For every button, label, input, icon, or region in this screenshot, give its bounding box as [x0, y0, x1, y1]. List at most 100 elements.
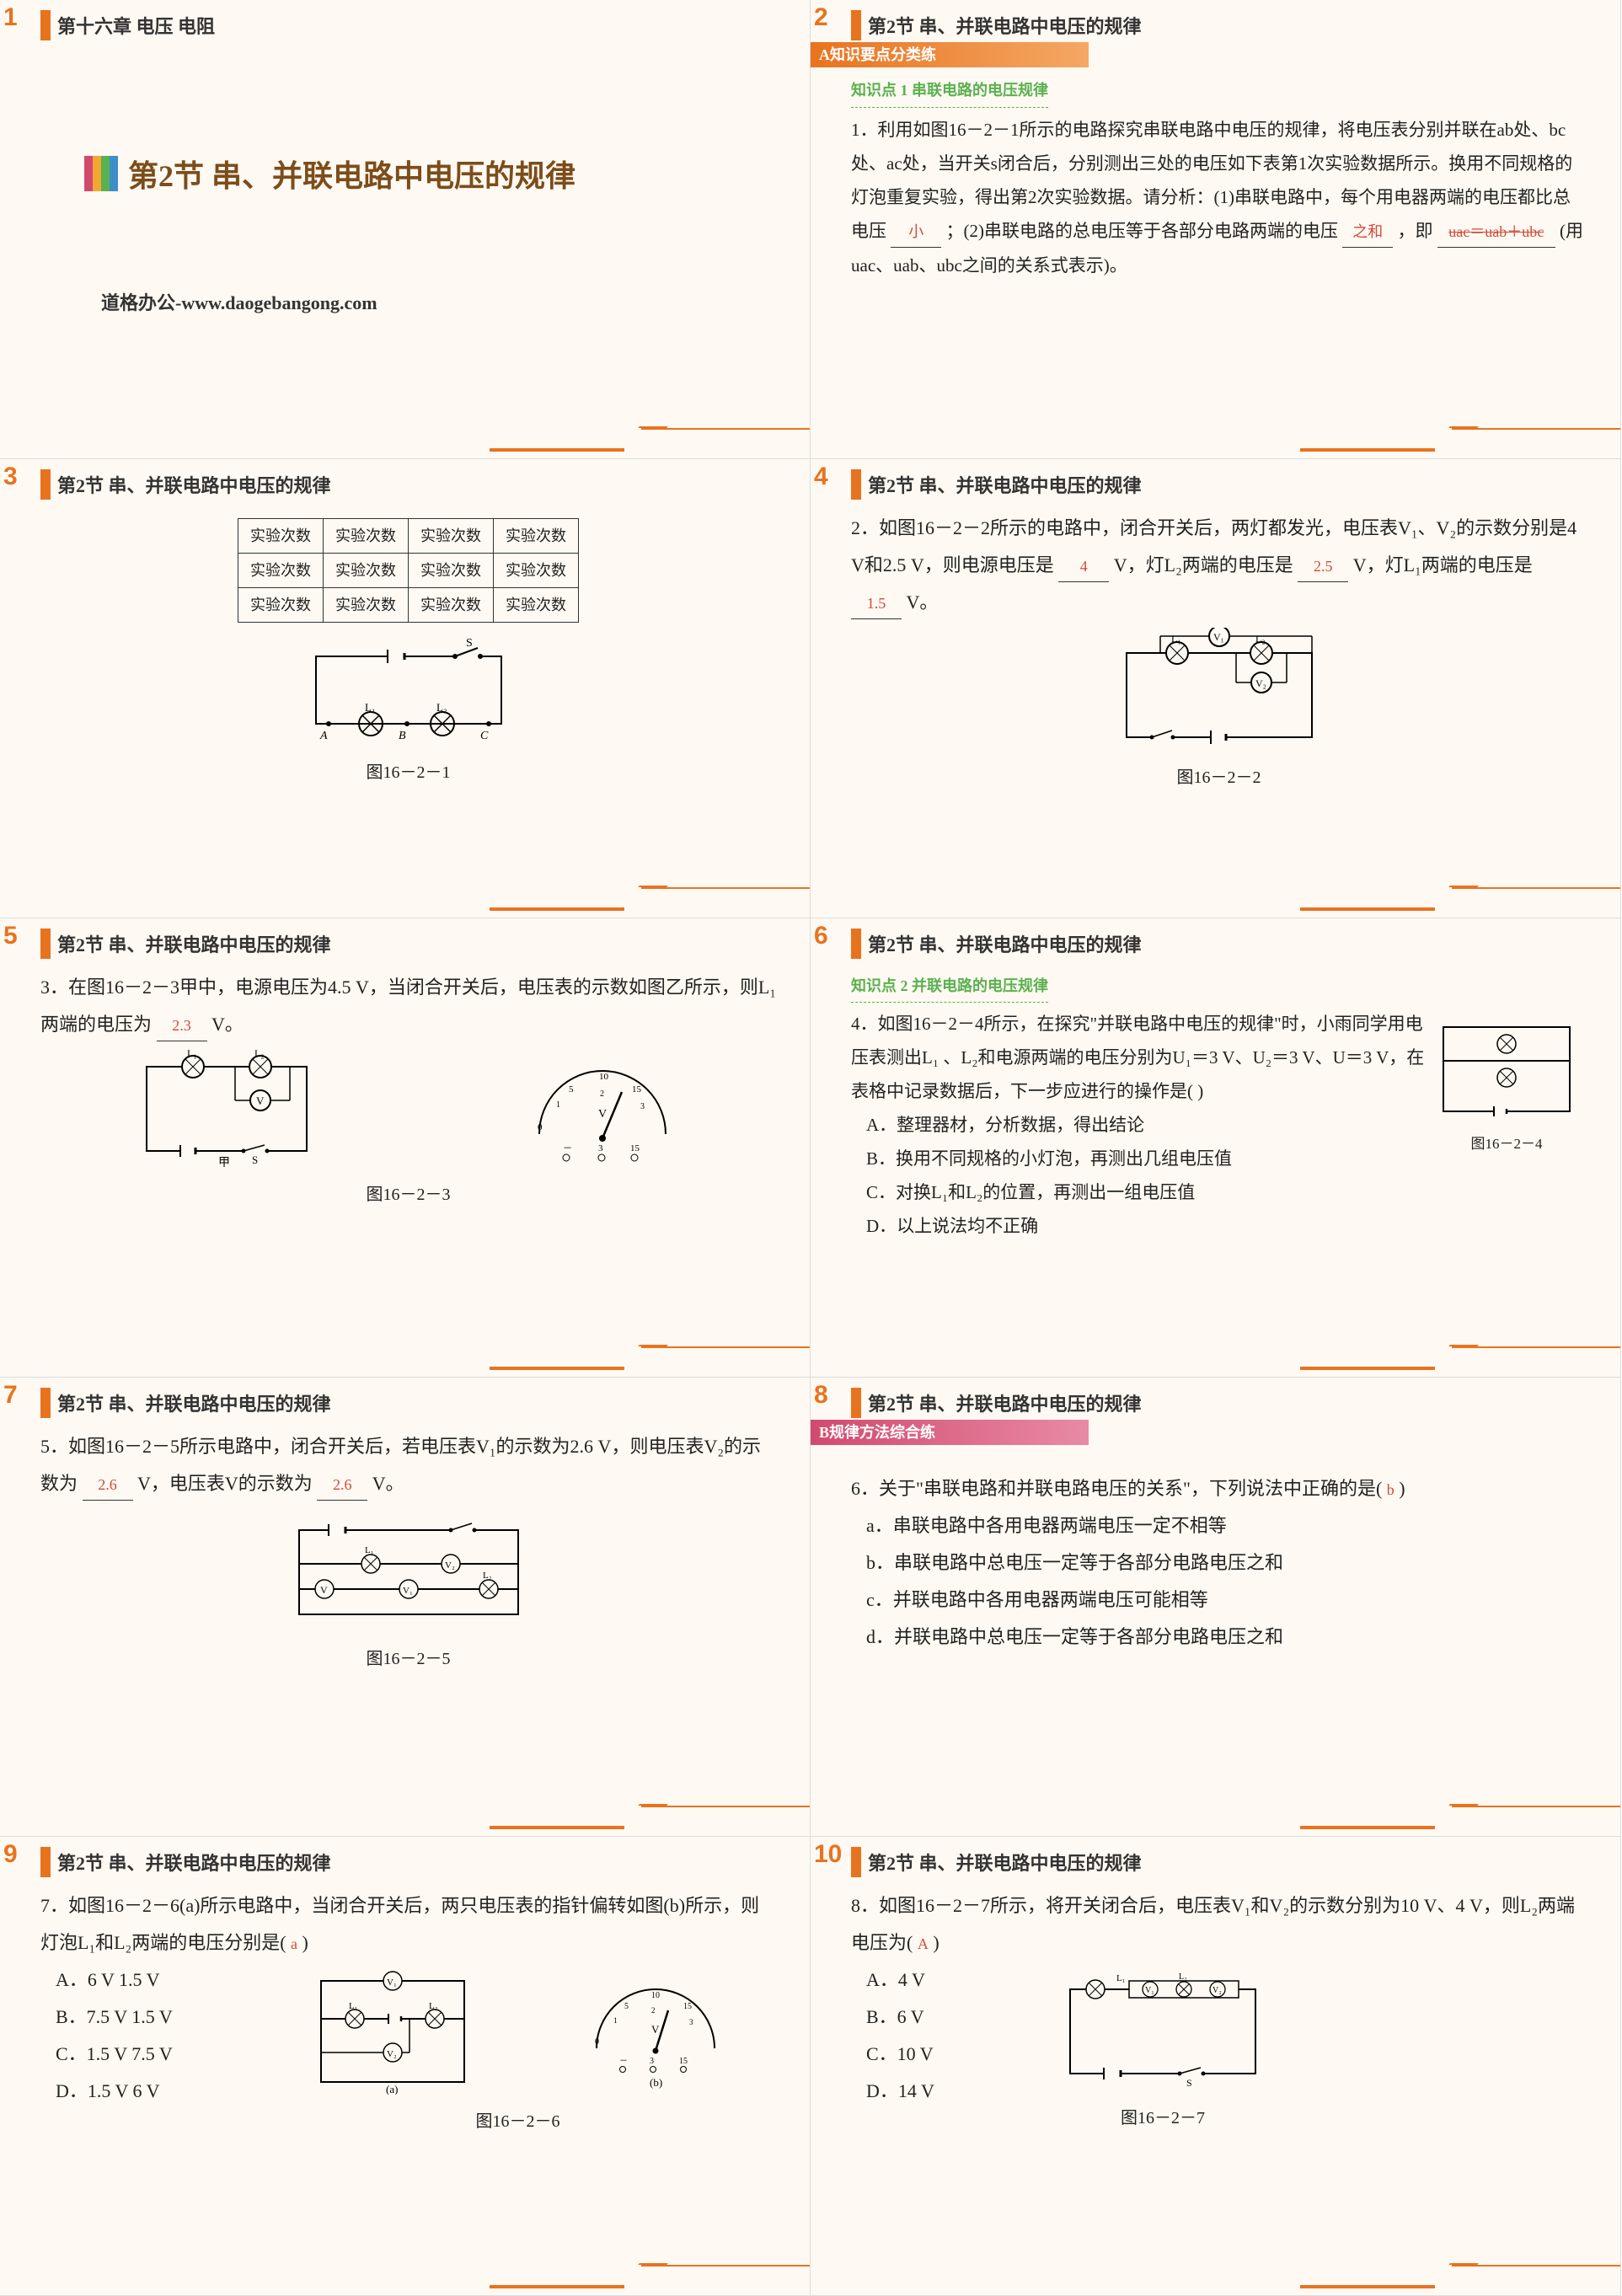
- opt-b: B．换用不同规格的小灯泡，再测出几组电压值: [866, 1143, 1427, 1176]
- knowledge-point-1: 知识点 1 串联电路的电压规律: [851, 76, 1048, 108]
- cell: 实验次数: [324, 588, 409, 623]
- body: 2．如图16－2－2所示的电路中，闭合开关后，两灯都发光，电压表V₁、V₂的示数…: [851, 510, 1587, 795]
- svg-text:L₁: L₁: [365, 1545, 374, 1555]
- header-bar: 第2节 串、并联电路中电压的规律: [40, 927, 810, 961]
- circuit-diagram-3a: L₁ L₂ V S 甲: [134, 1050, 319, 1168]
- decor-line: [490, 448, 624, 452]
- decor-corner: [641, 2265, 810, 2295]
- decor-line: [490, 1826, 624, 1829]
- section-title: 第2节 串、并联电路中电压的规律: [868, 12, 1142, 39]
- body: 8．如图16－2－7所示，将开关闭合后，电压表V₁和V₂的示数分别为10 V、4…: [851, 1887, 1587, 2135]
- svg-text:V₁: V₁: [1145, 1986, 1154, 1995]
- decor-line: [490, 1367, 624, 1370]
- decor-line: [1300, 907, 1435, 911]
- figure-label: 图16－2－3: [40, 1178, 776, 1212]
- svg-text:V: V: [320, 1584, 328, 1596]
- figure-label: 图16－2－7: [1053, 2101, 1272, 2135]
- svg-text:10: 10: [651, 1991, 660, 2000]
- answer-9: a: [291, 1935, 297, 1952]
- decor-corner: [641, 1806, 810, 1836]
- svg-text:L₂: L₂: [483, 1571, 492, 1581]
- header-accent: [40, 1847, 51, 1877]
- svg-text:V₂: V₂: [387, 2049, 397, 2059]
- q10-text-1: 8．如图16－2－7所示，将开关闭合后，电压表V₁和V₂的示数分别为10 V、4…: [851, 1895, 1575, 1953]
- svg-text:V₁: V₁: [403, 1586, 413, 1596]
- section-title: 第2节 串、并联电路中电压的规律: [868, 1389, 1142, 1416]
- svg-text:L₂: L₂: [1255, 633, 1266, 645]
- slide-number: 7: [3, 1381, 18, 1410]
- circuit-diagram-6a: V₁ L₁ L₂ V₂ (a): [308, 1968, 477, 2095]
- banner-a: A知识要点分类练: [811, 42, 1089, 67]
- header-bar: 第2节 串、并联电路中电压的规律: [851, 8, 1620, 42]
- opt-d: D．1.5 V 6 V: [56, 2073, 260, 2110]
- decor-line: [1300, 448, 1435, 452]
- cell: 实验次数: [324, 554, 409, 588]
- slide-1: 1 第十六章 电压 电阻 第2节 串、并联电路中电压的规律 道格办公-www.d…: [0, 0, 811, 459]
- decor-corner: [1452, 2265, 1620, 2295]
- header-accent: [851, 929, 861, 959]
- q9-text-1: 7．如图16－2－6(a)所示电路中，当闭合开关后，两只电压表的指针偏转如图(b…: [40, 1895, 759, 1953]
- opt-a: A．整理器材，分析数据，得出结论: [866, 1109, 1427, 1143]
- color-accent-blocks: [84, 156, 118, 191]
- q7-text-2: V，电压表V的示数为: [137, 1473, 313, 1494]
- header-bar: 第2节 串、并联电路中电压的规律: [851, 1386, 1620, 1420]
- slide-2: 2 第2节 串、并联电路中电压的规律 A知识要点分类练 知识点 1 串联电路的电…: [811, 0, 1621, 459]
- svg-text:L₁: L₁: [187, 1050, 197, 1059]
- answer-10: A: [918, 1935, 929, 1952]
- svg-text:S: S: [252, 1153, 258, 1166]
- figure-label: 图16－2－4: [1427, 1131, 1587, 1158]
- answer-7-1: 2.6: [83, 1469, 133, 1501]
- svg-text:－: －: [619, 2057, 628, 2066]
- header-accent: [851, 469, 861, 500]
- figure-label: 图16－2－5: [40, 1642, 776, 1676]
- circuit-diagram-7: V₁ L₂ V₂ L₁ S: [1053, 1968, 1272, 2095]
- answer-4-2: 2.5: [1298, 551, 1348, 582]
- answer-4-1: 4: [1058, 551, 1109, 582]
- opt-c: C．1.5 V 7.5 V: [56, 2036, 260, 2073]
- cell: 实验次数: [409, 554, 494, 588]
- circuit-diagram-1: S L₁ L₂ A B C: [291, 631, 527, 749]
- chapter-title: 第十六章 电压 电阻: [57, 12, 215, 39]
- svg-text:L₂: L₂: [1179, 1972, 1187, 1982]
- slide-4: 4 第2节 串、并联电路中电压的规律 2．如图16－2－2所示的电路中，闭合开关…: [811, 459, 1621, 918]
- header-accent: [40, 469, 51, 500]
- body: 知识点 1 串联电路的电压规律 1．利用如图16－2－1所示的电路探究串联电路中…: [851, 72, 1587, 282]
- svg-text:L₂: L₂: [436, 701, 447, 714]
- decor-corner: [641, 887, 810, 918]
- svg-text:3: 3: [689, 2018, 693, 2026]
- slide-6: 6 第2节 串、并联电路中电压的规律 知识点 2 并联电路的电压规律 4．如图1…: [811, 918, 1621, 1378]
- svg-text:15: 15: [679, 2057, 688, 2066]
- decor-line: [490, 2285, 624, 2288]
- slide-number: 3: [3, 463, 18, 491]
- decor-corner: [1452, 428, 1620, 458]
- voltmeter-gauge-b: 0 5 10 15 1 2 3 V －315 (b): [584, 1972, 727, 2090]
- svg-text:V₂: V₂: [1212, 1986, 1222, 1995]
- footer-credit: 道格办公-www.daogebangong.com: [101, 288, 377, 315]
- slide-number: 10: [814, 1840, 842, 1869]
- figure-label: 图16－2－6: [260, 2105, 776, 2138]
- decor-corner: [1452, 1346, 1620, 1377]
- svg-text:3: 3: [640, 1102, 645, 1111]
- cell: 实验次数: [238, 519, 324, 554]
- svg-text:V: V: [651, 2023, 660, 2036]
- q10-text-2: ): [933, 1932, 939, 1953]
- svg-text:S: S: [466, 637, 473, 650]
- q5-text-1: 3．在图16－2－3甲中，电源电压为4.5 V，当闭合开关后，电压表的示数如图乙…: [40, 977, 776, 1035]
- body: 6．关于"串联电路和并联电路电压的关系"，下列说法中正确的是( b ) a．串联…: [851, 1470, 1587, 1656]
- opt-c: C．对换L₁和L₂的位置，再测出一组电压值: [866, 1176, 1427, 1210]
- section-title: 第2节 串、并联电路中电压的规律: [868, 471, 1142, 498]
- decor-line: [1300, 1826, 1435, 1829]
- slide-number: 5: [3, 922, 18, 950]
- cell: 实验次数: [238, 554, 324, 588]
- opt-b: B．7.5 V 1.5 V: [56, 1999, 260, 2036]
- slide-7: 7 第2节 串、并联电路中电压的规律 5．如图16－2－5所示电路中，闭合开关后…: [0, 1378, 811, 1837]
- opt-c: C．10 V: [866, 2036, 1053, 2073]
- section-title: 第2节 串、并联电路中电压的规律: [57, 471, 331, 498]
- cb-3: [101, 156, 110, 191]
- answer-8: b: [1387, 1481, 1394, 1498]
- svg-text:A: A: [319, 730, 328, 742]
- circuit-diagram-5: V L₁ V₁ V₂ L₂: [282, 1509, 535, 1635]
- svg-text:L₂: L₂: [254, 1050, 265, 1059]
- slide-5: 5 第2节 串、并联电路中电压的规律 3．在图16－2－3甲中，电源电压为4.5…: [0, 918, 811, 1378]
- figure-label: 图16－2－1: [40, 756, 776, 789]
